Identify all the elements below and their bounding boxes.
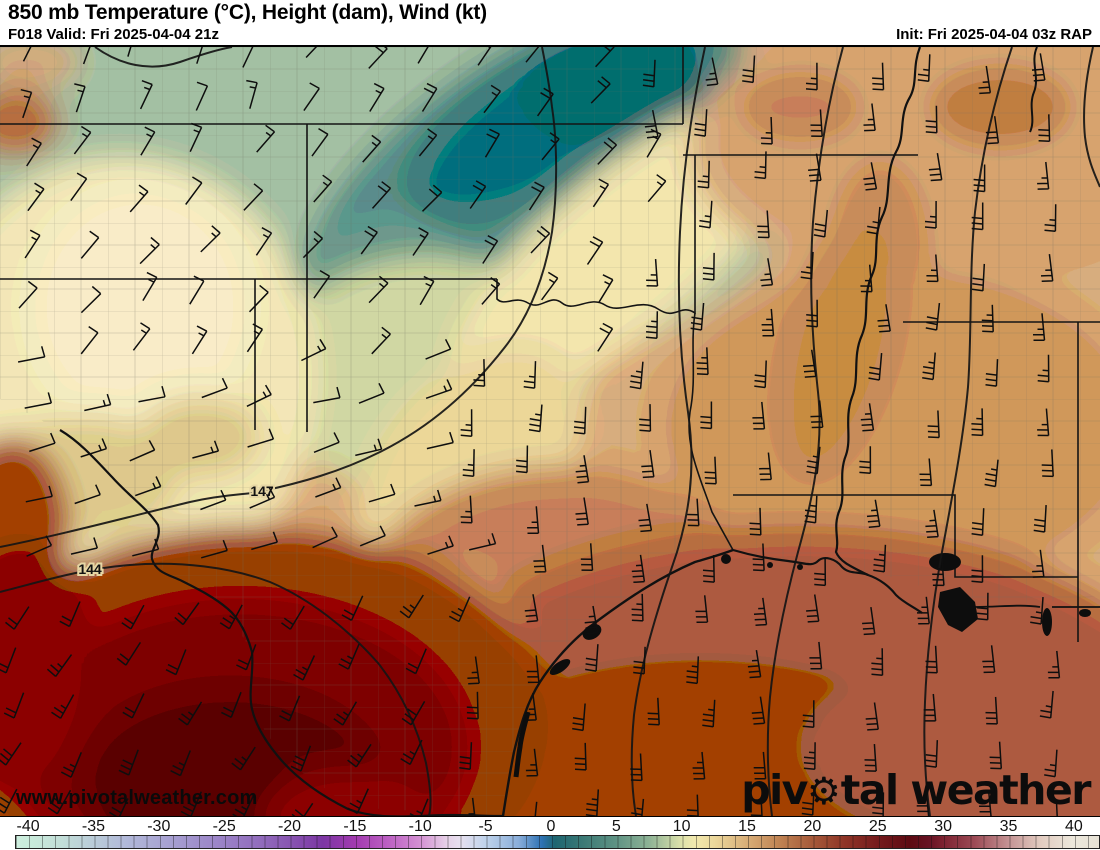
state-borders [0,47,1100,642]
coastline-and-rivers [59,47,1100,816]
logo-text-piv: piv [741,766,808,814]
pivotal-weather-logo: piv⚙tal weather [741,766,1092,814]
map-canvas: 147 144 [0,47,1100,816]
logo-text-rest: tal weather [840,766,1092,814]
colorbar-tick: 15 [738,818,756,835]
model-init-time: Init: Fri 2025-04-04 03z RAP [896,26,1092,43]
colorbar-tick-labels: -40 -35 -30 -25 -20 -15 -10 -5 0 5 10 15 20 25 30 35 40 [0,818,1100,835]
product-title: 850 mb Temperature (°C), Height (dam), W… [8,1,487,24]
colorbar-tick: 35 [999,818,1018,835]
colorbar-tick: 30 [934,818,953,835]
colorbar-strip [15,835,1100,849]
weather-map: 147 144 www.pivotalweather.com piv⚙tal w… [0,45,1100,817]
colorbar-tick: -20 [277,818,302,835]
wind-barbs [0,47,1061,816]
water-bodies [513,553,1091,778]
colorbar-tick: -25 [212,818,236,835]
colorbar-tick: 25 [868,818,887,835]
colorbar-tick: 5 [611,818,621,835]
contour-label-144: 144 [78,561,102,577]
colorbar-tick: 0 [546,818,556,835]
colorbar-tick: -5 [478,818,493,835]
watermark-url: www.pivotalweather.com [16,787,258,809]
forecast-valid-time: F018 Valid: Fri 2025-04-04 21z [8,26,219,43]
contour-label-147: 147 [250,483,274,499]
height-contours [0,47,1100,816]
header: 850 mb Temperature (°C), Height (dam), W… [0,0,1100,45]
colorbar-tick: -30 [147,818,171,835]
colorbar-tick: -10 [408,818,432,835]
colorbar-tick: -15 [343,818,367,835]
colorbar-tick: 20 [803,818,822,835]
colorbar-tick: 40 [1064,818,1083,835]
colorbar-tick: -40 [16,818,40,835]
temperature-colorbar: -40 -35 -30 -25 -20 -15 -10 -5 0 5 10 15 20 25 30 35 40 [0,818,1100,850]
gear-icon: ⚙ [806,769,841,813]
colorbar-tick: -35 [81,818,105,835]
colorbar-tick: 10 [672,818,691,835]
